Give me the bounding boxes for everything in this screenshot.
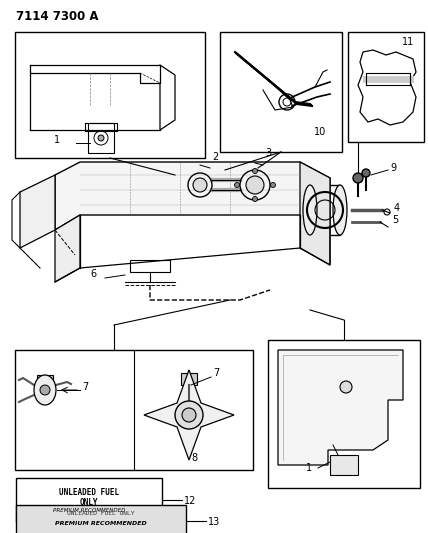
Text: 7: 7 [213,368,219,378]
Bar [88,123,114,153]
Polygon shape [358,50,416,125]
Text: 1: 1 [54,135,60,145]
Bar [310,185,340,235]
Bar [220,32,342,152]
Bar [182,167,218,203]
Circle shape [182,408,196,422]
Text: 3: 3 [265,148,271,158]
Text: PREMIUM RECOMMENDED: PREMIUM RECOMMENDED [55,521,147,526]
Polygon shape [55,162,330,230]
Text: 12: 12 [184,496,196,506]
Polygon shape [20,175,55,248]
Text: 8: 8 [191,453,197,463]
Bar [268,340,420,488]
Text: UNLEADED FUEL: UNLEADED FUEL [59,488,119,497]
Circle shape [270,182,276,188]
Text: PREMIUM RECOMMENDED: PREMIUM RECOMMENDED [53,508,125,513]
Bar [16,505,186,533]
Text: ONLY: ONLY [80,498,98,507]
Text: 2: 2 [212,152,218,162]
Polygon shape [55,215,80,282]
Polygon shape [278,350,403,465]
Text: 1: 1 [306,463,312,473]
Circle shape [362,169,370,177]
Bar [15,32,205,158]
Text: 13: 13 [208,517,220,527]
Ellipse shape [303,185,317,235]
Circle shape [40,385,50,395]
Circle shape [235,182,240,188]
Bar [336,368,376,406]
Bar [130,260,170,272]
Circle shape [253,168,258,174]
Text: 7114 7300 A: 7114 7300 A [16,10,98,23]
Bar [16,478,162,522]
Circle shape [340,381,352,393]
Bar [348,32,424,142]
Circle shape [98,135,104,141]
Bar [15,350,253,470]
Text: 6: 6 [90,269,96,279]
Circle shape [193,178,207,192]
Polygon shape [300,162,330,265]
Polygon shape [144,370,234,460]
Text: 11: 11 [402,37,414,47]
Circle shape [353,173,363,183]
Ellipse shape [333,185,347,235]
Text: 5: 5 [392,215,398,225]
Bar [37,375,53,385]
Bar [181,373,197,385]
Text: 9: 9 [390,163,396,173]
Bar [233,165,277,207]
Ellipse shape [34,375,56,405]
Text: UNLEADED FUEL ONLY: UNLEADED FUEL ONLY [67,511,135,516]
Text: 10: 10 [314,127,326,137]
Text: 7: 7 [82,382,88,392]
Circle shape [253,197,258,201]
Circle shape [175,401,203,429]
Text: 4: 4 [394,203,400,213]
Circle shape [246,176,264,194]
Bar [370,372,382,390]
Bar [330,455,358,475]
